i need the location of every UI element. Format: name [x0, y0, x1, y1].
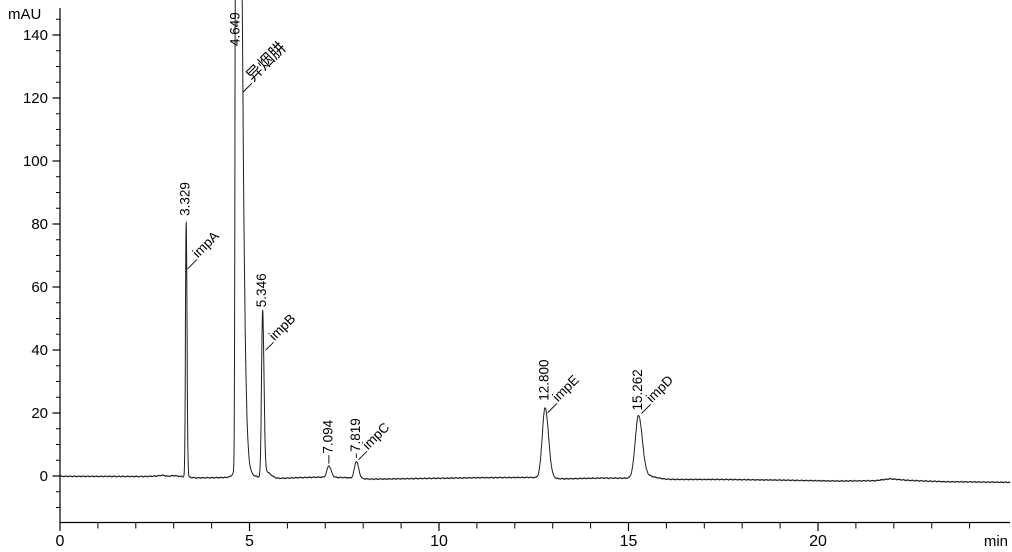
peak-name-label: impE: [549, 372, 581, 404]
peak-name-label: impB: [266, 311, 298, 343]
y-tick-label: 0: [40, 468, 48, 485]
y-axis-unit: mAU: [8, 6, 41, 23]
peak-name-leader-line: [547, 403, 558, 414]
x-tick-label: 0: [56, 533, 65, 550]
x-tick-label: 10: [430, 533, 448, 550]
y-tick-label: 40: [31, 342, 48, 359]
x-tick-label: 20: [809, 533, 827, 550]
x-tick-label: 5: [245, 533, 254, 550]
peak-name-label: impA: [190, 228, 222, 260]
peak-name-leader-line: [242, 83, 253, 93]
y-tick-label: 100: [23, 153, 48, 170]
peak-name-label: impD: [643, 372, 676, 405]
peak-name-leader-line: [641, 403, 652, 414]
peak-name-label: impC: [359, 419, 392, 452]
peak-name-label: 异烟肼: [243, 39, 290, 86]
y-tick-label: 60: [31, 279, 48, 296]
peak-rt-label: 7.819: [348, 418, 363, 452]
y-tick-label: 120: [23, 90, 48, 107]
y-tick-label: 80: [31, 216, 48, 233]
y-tick-label: 20: [31, 405, 48, 422]
x-axis-unit: min: [984, 533, 1008, 550]
x-tick-label: 15: [620, 533, 638, 550]
peak-rt-label: 15.262: [630, 369, 645, 410]
peak-rt-label: 12.800: [537, 359, 552, 400]
peak-rt-label: 5.346: [254, 273, 269, 307]
peak-name-leader-line: [265, 341, 274, 351]
peak-name-leader-line: [358, 451, 368, 461]
chromatogram-trace: [59, 0, 1011, 484]
y-tick-label: 140: [23, 27, 48, 44]
peak-rt-label: 4.649: [228, 12, 243, 46]
peak-rt-label: 7.094: [320, 419, 335, 453]
peak-rt-label: 3.329: [178, 182, 193, 216]
peak-name-leader-line: [187, 259, 198, 270]
